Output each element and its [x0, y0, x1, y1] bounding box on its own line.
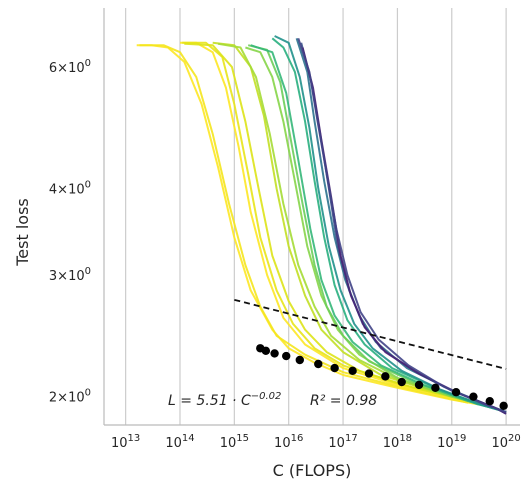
loss-curve-0	[136, 44, 478, 406]
frontier-point-1	[261, 346, 271, 356]
x-tick-label-3: 1016	[274, 433, 303, 451]
y-tick-label-3: 6×100	[49, 58, 91, 76]
frontier-point-15	[485, 397, 494, 406]
x-tick-label-5: 1018	[383, 433, 412, 451]
x-tick-label-4: 1017	[328, 433, 357, 451]
loss-curve-6	[217, 42, 495, 409]
x-axis-label: C (FLOPS)	[273, 461, 352, 480]
frontier-point-10	[397, 377, 406, 387]
loss-curves	[136, 35, 507, 415]
y-axis-label: Test loss	[13, 198, 32, 267]
x-tick-label-1: 1014	[165, 433, 194, 451]
loss-curve-1	[139, 44, 469, 404]
y-tick-label-1: 3×100	[49, 266, 91, 284]
x-tick-labels: 1013 1014 1015 1016 1017 1018 1019 1020	[111, 433, 521, 451]
fit-line	[234, 298, 507, 370]
loss-curve-9	[250, 44, 502, 412]
frontier-point-5	[314, 359, 323, 369]
frontier-point-9	[381, 372, 390, 381]
fit-layer	[234, 298, 507, 370]
y-tick-label-2: 4×100	[49, 180, 91, 198]
frontier-point-13	[451, 388, 461, 397]
y-tick-label-0: 2×100	[49, 388, 91, 406]
frontier-point-2	[270, 349, 279, 358]
frontier-point-3	[282, 351, 291, 361]
x-tick-label-2: 1015	[220, 433, 249, 451]
frontier-point-8	[364, 369, 374, 378]
frontier-point-16	[499, 401, 508, 411]
x-tick-label-0: 1013	[111, 433, 140, 451]
frontier-point-4	[295, 355, 304, 365]
frontier-point-6	[330, 363, 339, 373]
x-tick-label-7: 1020	[491, 433, 520, 451]
fit-equation: L = 5.51 · C−0.02	[168, 391, 281, 409]
loss-curve-11	[274, 35, 507, 414]
frontier-point-14	[469, 392, 478, 401]
loss-curve-15	[297, 37, 507, 414]
axes	[103, 8, 520, 426]
fit-r2: R² = 0.98	[310, 393, 377, 409]
frontier-points	[256, 344, 508, 411]
frontier-point-7	[348, 366, 357, 376]
frontier-point-12	[431, 383, 440, 393]
y-tick-labels: 2×100 3×100 4×100 6×100	[49, 58, 91, 406]
loss-curve-7	[245, 46, 495, 409]
frontier-point-11	[414, 380, 424, 390]
x-tick-label-6: 1019	[437, 433, 466, 451]
